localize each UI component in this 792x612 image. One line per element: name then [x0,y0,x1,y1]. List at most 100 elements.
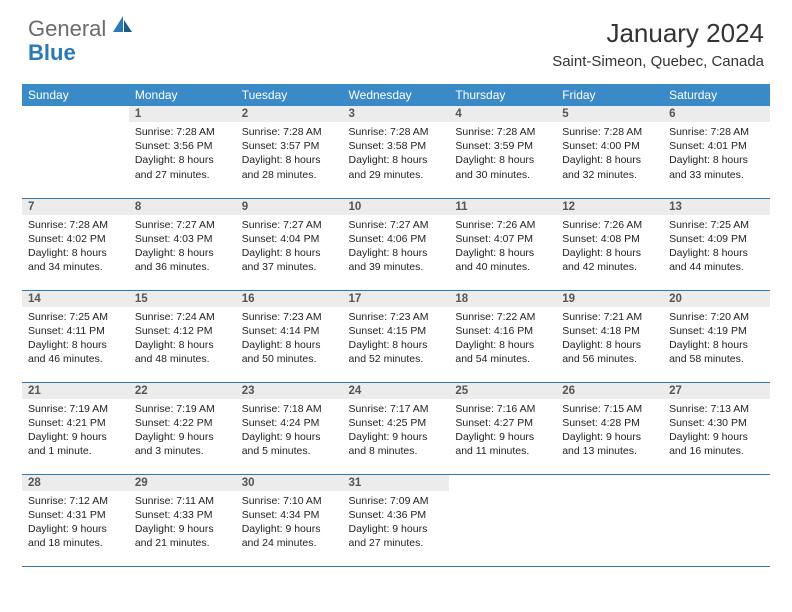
day-number: 3 [343,106,450,122]
day-number: 24 [343,383,450,399]
day-header: Friday [556,84,663,106]
calendar-cell: 3Sunrise: 7:28 AMSunset: 3:58 PMDaylight… [343,106,450,198]
day-number: 17 [343,291,450,307]
day-info: Sunrise: 7:28 AMSunset: 4:01 PMDaylight:… [663,122,770,186]
day-number: 6 [663,106,770,122]
day-info: Sunrise: 7:28 AMSunset: 3:59 PMDaylight:… [449,122,556,186]
calendar-cell [22,106,129,198]
day-number: 12 [556,199,663,215]
day-header: Wednesday [343,84,450,106]
calendar-cell: 24Sunrise: 7:17 AMSunset: 4:25 PMDayligh… [343,382,450,474]
day-number: 18 [449,291,556,307]
day-number: 4 [449,106,556,122]
day-info: Sunrise: 7:26 AMSunset: 4:08 PMDaylight:… [556,215,663,279]
day-info: Sunrise: 7:24 AMSunset: 4:12 PMDaylight:… [129,307,236,371]
day-info: Sunrise: 7:19 AMSunset: 4:21 PMDaylight:… [22,399,129,463]
day-info: Sunrise: 7:25 AMSunset: 4:09 PMDaylight:… [663,215,770,279]
calendar-cell: 15Sunrise: 7:24 AMSunset: 4:12 PMDayligh… [129,290,236,382]
day-number: 16 [236,291,343,307]
day-header: Sunday [22,84,129,106]
day-header: Tuesday [236,84,343,106]
day-number: 21 [22,383,129,399]
day-info: Sunrise: 7:25 AMSunset: 4:11 PMDaylight:… [22,307,129,371]
day-number: 14 [22,291,129,307]
day-info: Sunrise: 7:22 AMSunset: 4:16 PMDaylight:… [449,307,556,371]
day-info: Sunrise: 7:27 AMSunset: 4:03 PMDaylight:… [129,215,236,279]
day-info: Sunrise: 7:17 AMSunset: 4:25 PMDaylight:… [343,399,450,463]
day-info: Sunrise: 7:28 AMSunset: 4:02 PMDaylight:… [22,215,129,279]
day-header: Saturday [663,84,770,106]
day-info: Sunrise: 7:28 AMSunset: 3:56 PMDaylight:… [129,122,236,186]
day-number: 10 [343,199,450,215]
day-number: 8 [129,199,236,215]
day-info: Sunrise: 7:18 AMSunset: 4:24 PMDaylight:… [236,399,343,463]
calendar-week: 28Sunrise: 7:12 AMSunset: 4:31 PMDayligh… [22,474,770,566]
logo-text-general: General [28,18,106,40]
calendar-cell [449,474,556,566]
calendar-cell: 13Sunrise: 7:25 AMSunset: 4:09 PMDayligh… [663,198,770,290]
calendar-cell: 17Sunrise: 7:23 AMSunset: 4:15 PMDayligh… [343,290,450,382]
calendar-head: SundayMondayTuesdayWednesdayThursdayFrid… [22,84,770,106]
logo-text-blue: Blue [28,40,76,65]
day-info: Sunrise: 7:23 AMSunset: 4:14 PMDaylight:… [236,307,343,371]
calendar-cell: 26Sunrise: 7:15 AMSunset: 4:28 PMDayligh… [556,382,663,474]
calendar-week: 14Sunrise: 7:25 AMSunset: 4:11 PMDayligh… [22,290,770,382]
day-number: 25 [449,383,556,399]
day-info: Sunrise: 7:12 AMSunset: 4:31 PMDaylight:… [22,491,129,555]
calendar-cell: 4Sunrise: 7:28 AMSunset: 3:59 PMDaylight… [449,106,556,198]
logo-subtext-wrap: Blue [28,42,76,65]
calendar-cell: 1Sunrise: 7:28 AMSunset: 3:56 PMDaylight… [129,106,236,198]
day-number: 2 [236,106,343,122]
calendar-week: 21Sunrise: 7:19 AMSunset: 4:21 PMDayligh… [22,382,770,474]
calendar-cell: 19Sunrise: 7:21 AMSunset: 4:18 PMDayligh… [556,290,663,382]
calendar-cell: 14Sunrise: 7:25 AMSunset: 4:11 PMDayligh… [22,290,129,382]
location: Saint-Simeon, Quebec, Canada [552,53,764,70]
calendar-cell: 11Sunrise: 7:26 AMSunset: 4:07 PMDayligh… [449,198,556,290]
calendar-cell: 25Sunrise: 7:16 AMSunset: 4:27 PMDayligh… [449,382,556,474]
calendar-cell: 10Sunrise: 7:27 AMSunset: 4:06 PMDayligh… [343,198,450,290]
calendar-cell: 30Sunrise: 7:10 AMSunset: 4:34 PMDayligh… [236,474,343,566]
day-number: 7 [22,199,129,215]
calendar-cell: 22Sunrise: 7:19 AMSunset: 4:22 PMDayligh… [129,382,236,474]
calendar-week: 1Sunrise: 7:28 AMSunset: 3:56 PMDaylight… [22,106,770,198]
day-number: 26 [556,383,663,399]
calendar-cell: 9Sunrise: 7:27 AMSunset: 4:04 PMDaylight… [236,198,343,290]
calendar-cell: 7Sunrise: 7:28 AMSunset: 4:02 PMDaylight… [22,198,129,290]
day-number: 27 [663,383,770,399]
calendar-cell: 18Sunrise: 7:22 AMSunset: 4:16 PMDayligh… [449,290,556,382]
day-info: Sunrise: 7:27 AMSunset: 4:06 PMDaylight:… [343,215,450,279]
day-info: Sunrise: 7:27 AMSunset: 4:04 PMDaylight:… [236,215,343,279]
calendar-body: 1Sunrise: 7:28 AMSunset: 3:56 PMDaylight… [22,106,770,566]
calendar-cell: 8Sunrise: 7:27 AMSunset: 4:03 PMDaylight… [129,198,236,290]
day-number: 9 [236,199,343,215]
day-number: 13 [663,199,770,215]
day-info: Sunrise: 7:28 AMSunset: 3:57 PMDaylight:… [236,122,343,186]
calendar-cell: 16Sunrise: 7:23 AMSunset: 4:14 PMDayligh… [236,290,343,382]
calendar-cell: 27Sunrise: 7:13 AMSunset: 4:30 PMDayligh… [663,382,770,474]
calendar-cell: 21Sunrise: 7:19 AMSunset: 4:21 PMDayligh… [22,382,129,474]
day-number: 19 [556,291,663,307]
day-info: Sunrise: 7:10 AMSunset: 4:34 PMDaylight:… [236,491,343,555]
calendar-cell: 5Sunrise: 7:28 AMSunset: 4:00 PMDaylight… [556,106,663,198]
day-number: 28 [22,475,129,491]
calendar-cell: 2Sunrise: 7:28 AMSunset: 3:57 PMDaylight… [236,106,343,198]
day-number: 30 [236,475,343,491]
day-number: 20 [663,291,770,307]
logo: General [28,18,135,40]
title-block: January 2024 Saint-Simeon, Quebec, Canad… [552,18,764,70]
day-info: Sunrise: 7:13 AMSunset: 4:30 PMDaylight:… [663,399,770,463]
day-number: 31 [343,475,450,491]
day-number: 23 [236,383,343,399]
calendar-cell: 28Sunrise: 7:12 AMSunset: 4:31 PMDayligh… [22,474,129,566]
calendar-cell: 29Sunrise: 7:11 AMSunset: 4:33 PMDayligh… [129,474,236,566]
calendar-cell: 20Sunrise: 7:20 AMSunset: 4:19 PMDayligh… [663,290,770,382]
day-info: Sunrise: 7:28 AMSunset: 4:00 PMDaylight:… [556,122,663,186]
day-header: Thursday [449,84,556,106]
calendar-cell: 23Sunrise: 7:18 AMSunset: 4:24 PMDayligh… [236,382,343,474]
day-header: Monday [129,84,236,106]
day-info: Sunrise: 7:19 AMSunset: 4:22 PMDaylight:… [129,399,236,463]
calendar-cell: 6Sunrise: 7:28 AMSunset: 4:01 PMDaylight… [663,106,770,198]
calendar-cell [556,474,663,566]
calendar-week: 7Sunrise: 7:28 AMSunset: 4:02 PMDaylight… [22,198,770,290]
calendar-cell: 31Sunrise: 7:09 AMSunset: 4:36 PMDayligh… [343,474,450,566]
